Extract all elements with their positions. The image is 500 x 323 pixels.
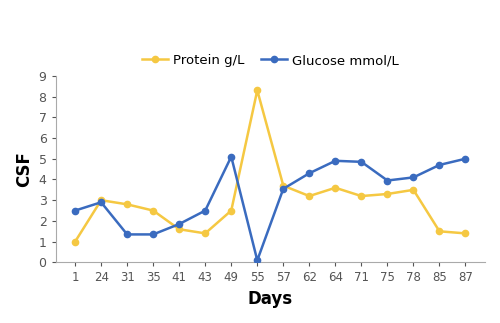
Protein g/L bbox=[280, 184, 286, 188]
Glucose mmol/L bbox=[358, 160, 364, 164]
Glucose mmol/L bbox=[306, 171, 312, 175]
Glucose mmol/L bbox=[176, 222, 182, 226]
Protein g/L bbox=[436, 229, 442, 233]
Protein g/L bbox=[384, 192, 390, 196]
Glucose mmol/L bbox=[280, 187, 286, 191]
Glucose mmol/L bbox=[72, 209, 78, 213]
Protein g/L bbox=[462, 232, 468, 235]
Glucose mmol/L bbox=[228, 155, 234, 159]
Protein g/L bbox=[332, 186, 338, 190]
Glucose mmol/L bbox=[436, 163, 442, 167]
Line: Protein g/L: Protein g/L bbox=[72, 87, 468, 245]
Glucose mmol/L bbox=[332, 159, 338, 163]
Line: Glucose mmol/L: Glucose mmol/L bbox=[72, 153, 468, 264]
Protein g/L bbox=[306, 194, 312, 198]
Glucose mmol/L bbox=[384, 179, 390, 182]
Glucose mmol/L bbox=[254, 258, 260, 262]
Protein g/L bbox=[254, 89, 260, 92]
Protein g/L bbox=[124, 203, 130, 206]
Glucose mmol/L bbox=[202, 209, 208, 213]
Glucose mmol/L bbox=[462, 157, 468, 161]
Y-axis label: CSF: CSF bbox=[15, 151, 33, 187]
Protein g/L bbox=[358, 194, 364, 198]
Protein g/L bbox=[72, 240, 78, 244]
Protein g/L bbox=[150, 209, 156, 213]
Glucose mmol/L bbox=[150, 233, 156, 236]
Protein g/L bbox=[98, 198, 104, 202]
X-axis label: Days: Days bbox=[248, 290, 293, 308]
Glucose mmol/L bbox=[98, 200, 104, 204]
Protein g/L bbox=[202, 232, 208, 235]
Protein g/L bbox=[176, 227, 182, 231]
Legend: Protein g/L, Glucose mmol/L: Protein g/L, Glucose mmol/L bbox=[136, 49, 404, 72]
Protein g/L bbox=[410, 188, 416, 192]
Protein g/L bbox=[228, 209, 234, 213]
Glucose mmol/L bbox=[124, 233, 130, 236]
Glucose mmol/L bbox=[410, 175, 416, 179]
